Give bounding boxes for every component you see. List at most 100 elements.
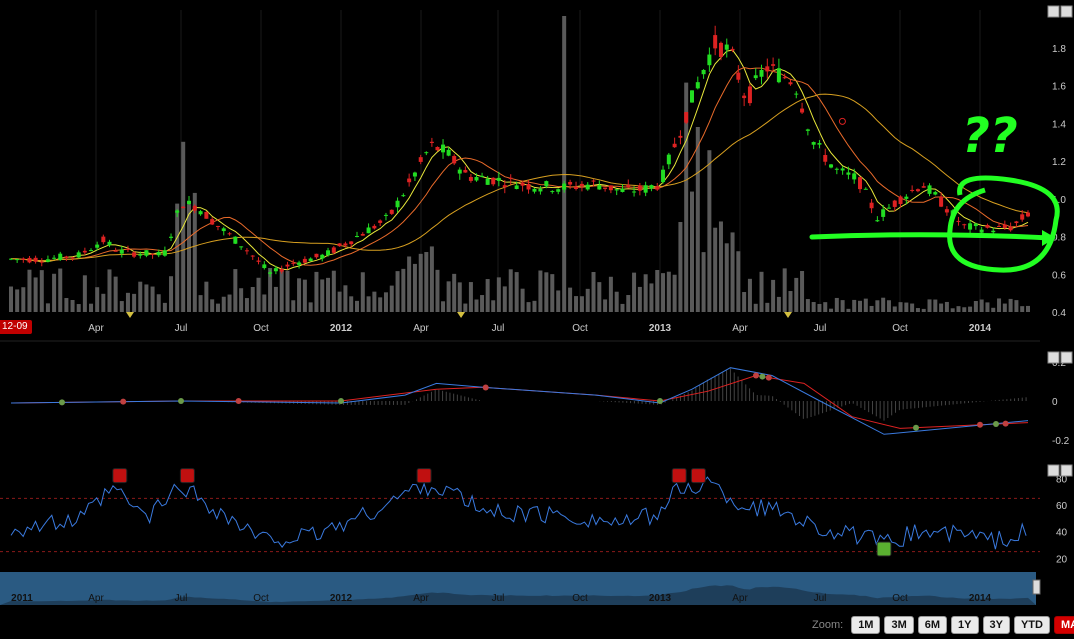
candle-body <box>690 90 694 103</box>
candle-body <box>858 177 862 190</box>
rsi-overbought-flag <box>112 468 128 484</box>
candle-body <box>979 229 984 233</box>
volume-bar <box>562 16 567 312</box>
volume-bar <box>273 286 278 312</box>
candle-body <box>82 250 87 253</box>
volume-bar <box>407 256 412 312</box>
volume-bar <box>435 269 440 312</box>
volume-bar <box>550 274 555 312</box>
candle-body <box>107 241 112 246</box>
candle-body <box>496 177 501 181</box>
price-xtick-label: 2014 <box>969 323 992 334</box>
candle-body <box>407 178 412 183</box>
volume-bar <box>915 308 920 312</box>
volume-bar <box>320 279 325 312</box>
volume-bar <box>886 300 891 312</box>
candle-body <box>597 185 602 190</box>
volume-bar <box>973 301 978 312</box>
zoom-button-ytd[interactable]: YTD <box>1013 616 1050 634</box>
candle-body <box>556 189 561 192</box>
candle-body <box>637 185 642 191</box>
zoom-button-max[interactable]: MAX <box>1053 616 1074 634</box>
volume-bar <box>144 284 149 312</box>
candle-body <box>1008 226 1013 231</box>
candle-body <box>268 272 273 274</box>
volume-bar <box>502 286 507 312</box>
volume-bar <box>138 281 143 312</box>
zoom-button-3y[interactable]: 3Y <box>982 616 1010 634</box>
price-ytick-label: 0.8 <box>1052 233 1066 244</box>
volume-bar <box>603 299 608 312</box>
volume-bar <box>1002 303 1007 312</box>
volume-bar <box>441 301 446 312</box>
candle-body <box>823 155 828 162</box>
candle-body <box>15 259 20 261</box>
candle-body <box>320 254 325 259</box>
volume-bar <box>597 282 602 312</box>
candle-body <box>150 253 155 255</box>
volume-bar <box>326 277 331 312</box>
volume-bar <box>204 281 209 312</box>
zoom-button-3m[interactable]: 3M <box>884 616 914 634</box>
zoom-button-1m[interactable]: 1M <box>851 616 881 634</box>
candle-body <box>1014 221 1019 224</box>
candle-body <box>441 144 446 153</box>
candle-body <box>463 169 468 173</box>
candle-body <box>221 228 226 232</box>
volume-bar <box>985 302 990 312</box>
candle-body <box>915 189 920 192</box>
candle-body <box>383 214 388 216</box>
navigator-xtick-label: 2013 <box>649 593 672 604</box>
volume-bar <box>452 273 457 312</box>
zoom-bar: Zoom: 1M3M6M1Y3YYTDMAX <box>812 615 1074 635</box>
candle-body <box>326 250 331 256</box>
candle-body <box>538 189 543 192</box>
navigator-xtick-label: Oct <box>892 593 908 604</box>
price-xtick-label: Oct <box>892 323 908 334</box>
volume-bar <box>360 272 365 312</box>
volume-bar <box>297 278 302 312</box>
candle-body <box>39 261 44 263</box>
candle-body <box>227 233 232 235</box>
volume-bar <box>27 269 32 312</box>
volume-bar <box>655 270 660 312</box>
volume-bar <box>343 285 348 312</box>
volume-bar <box>661 273 666 312</box>
candle-body <box>794 93 799 95</box>
candle-body <box>198 211 203 215</box>
candle-body <box>52 257 57 259</box>
zoom-button-1y[interactable]: 1Y <box>951 616 979 634</box>
volume-bar <box>279 268 284 312</box>
volume-bar <box>389 285 394 312</box>
candle-body <box>655 186 660 190</box>
volume-bar <box>794 277 799 312</box>
candle-body <box>678 135 683 138</box>
candle-body <box>64 256 69 259</box>
volume-bar <box>933 299 938 312</box>
candle-body <box>608 185 613 191</box>
volume-bar <box>256 277 261 312</box>
volume-bar <box>840 300 845 312</box>
volume-bar <box>759 271 764 312</box>
zoom-button-6m[interactable]: 6M <box>917 616 948 634</box>
volume-bar <box>690 191 694 312</box>
candle-body <box>349 241 354 245</box>
candle-body <box>372 225 377 229</box>
volume-bar <box>788 291 793 312</box>
candle-body <box>544 181 549 187</box>
volume-bar <box>366 296 371 312</box>
zoom-buttons: 1M3M6M1Y3YYTDMAX <box>851 616 1074 634</box>
candle-body <box>562 183 567 190</box>
volume-bar <box>968 306 973 312</box>
navigator-xtick-label: 2012 <box>330 593 353 604</box>
volume-bar <box>150 286 155 312</box>
volume-bar <box>446 281 451 312</box>
volume-bar <box>753 303 758 312</box>
navigator-xtick-label: Jul <box>814 593 827 604</box>
candle-body <box>603 187 608 189</box>
candle-body <box>273 268 278 272</box>
navigator-handle <box>1032 579 1041 595</box>
price-ytick-label: 1.8 <box>1052 44 1066 55</box>
volume-bar <box>684 82 689 312</box>
